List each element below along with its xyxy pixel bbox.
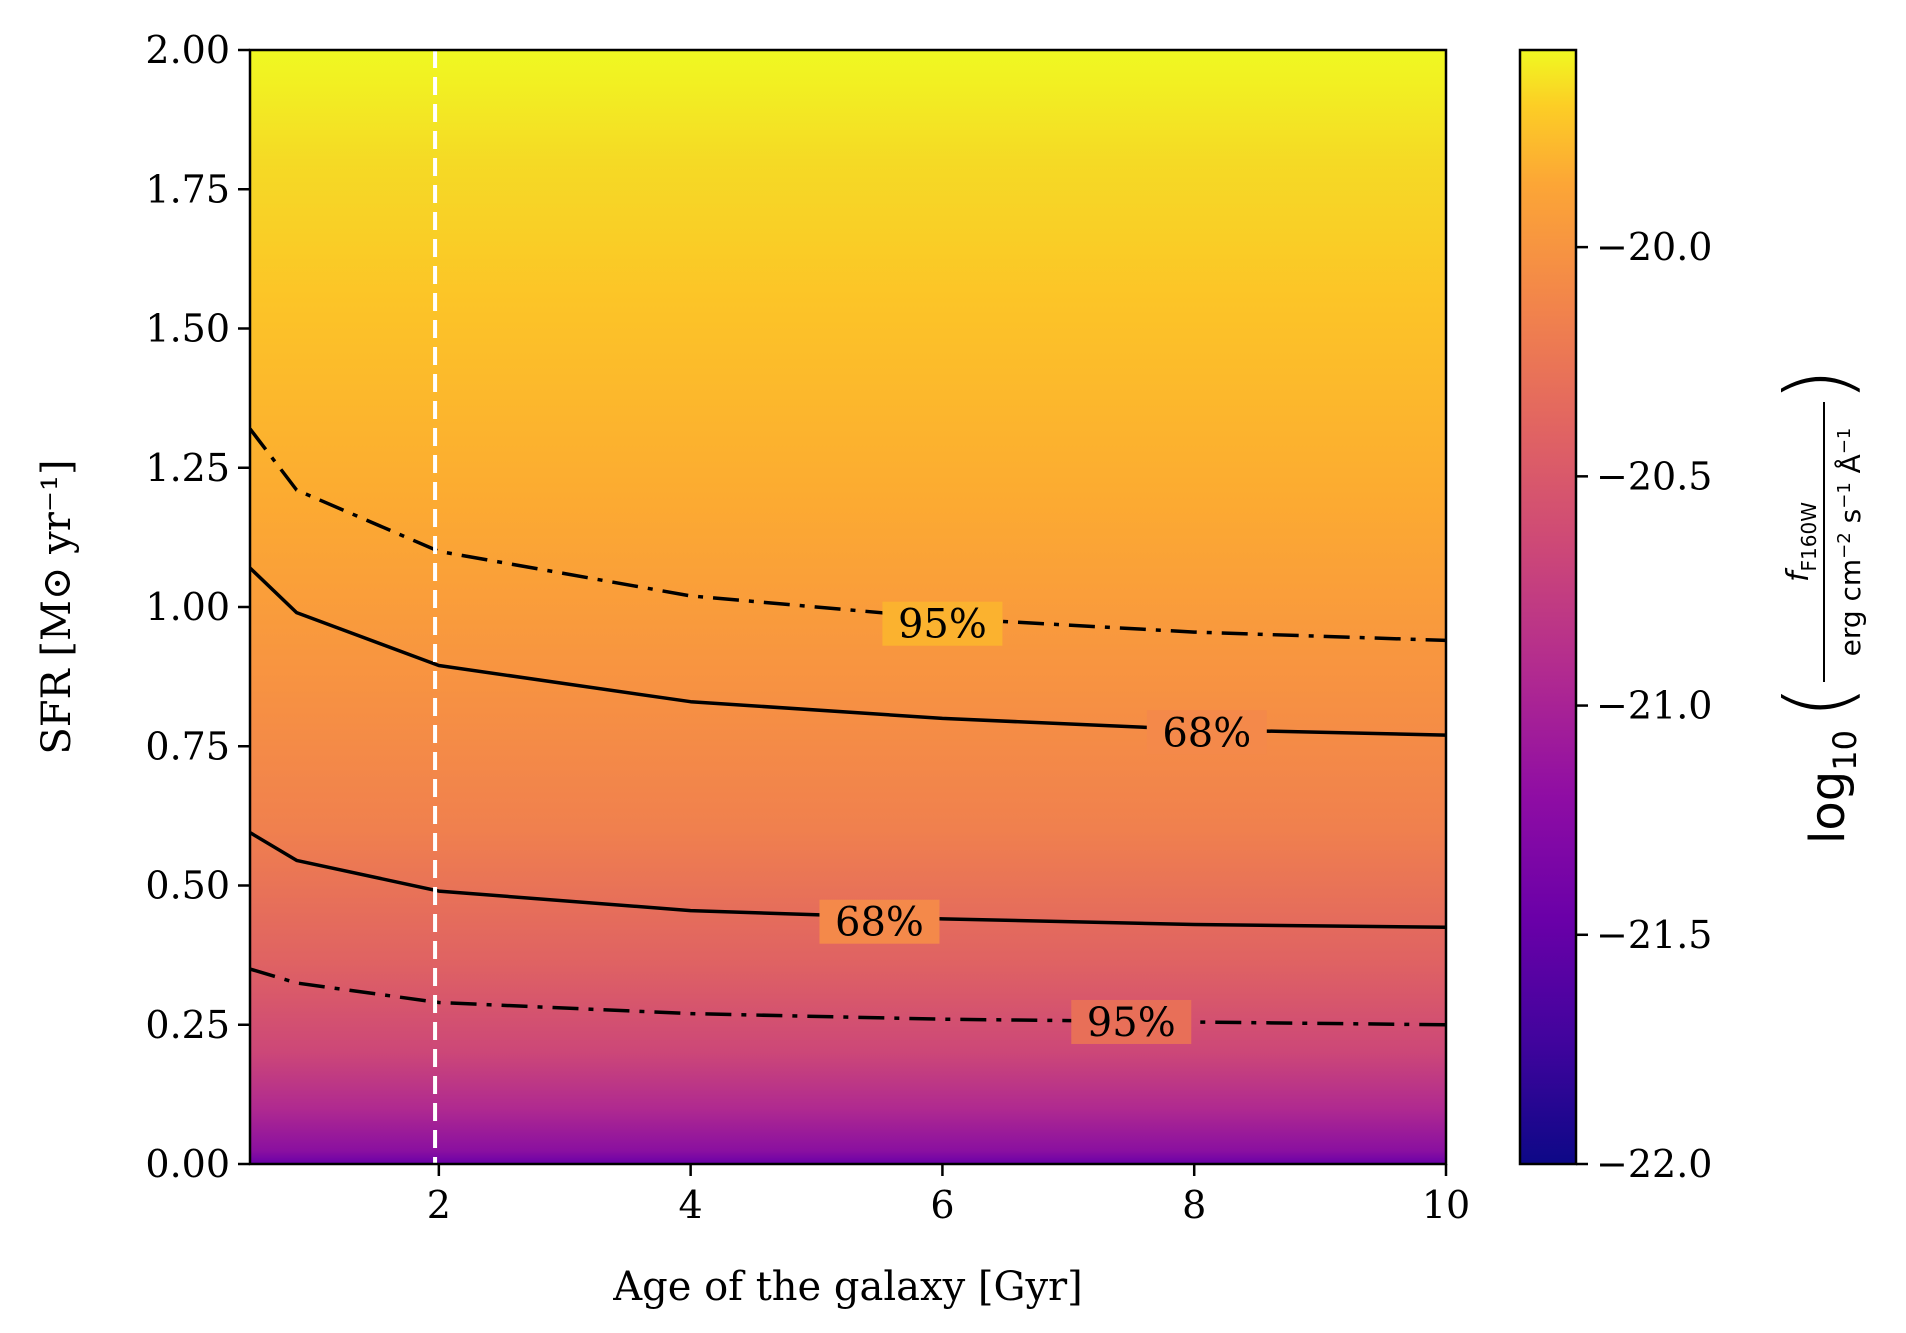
svg-text:): ) [1766,368,1869,402]
colorbar-ticks: −22.0 −21.5 −21.0 −20.5 −20.0 [1576,225,1712,1186]
colorbar-tick-label: −20.5 [1596,454,1712,498]
colorbar-label: log10 ( fF160W erg cm−2 s−1 Å−1 ) [1766,368,1869,844]
contour-label: 95% [898,602,987,648]
contour-label-gap [1146,710,1267,755]
y-tick-label: 2.00 [145,28,230,72]
contour-label-gap [819,899,940,944]
y-tick-label: 0.50 [145,864,230,908]
x-tick-label: 4 [679,1183,703,1227]
contour-line-dashdot [250,967,1446,1027]
colorbar-tick-label: −22.0 [1596,1142,1712,1186]
y-axis-label: SFR [M⊙ yr⁻¹] [34,459,80,754]
y-tick-label: 1.75 [145,167,230,211]
contour-line-solid [250,831,1446,930]
x-axis: 2 4 6 8 10 [427,1164,1470,1227]
svg-text:erg cm−2 s−1 Å−1: erg cm−2 s−1 Å−1 [1833,428,1867,657]
plot-area: 95% 68% 68% 95% [248,48,1448,1166]
y-tick-label: 0.25 [145,1003,230,1047]
contour-label-gap [882,601,1003,646]
contour-label: 68% [1162,710,1251,756]
y-axis: 0.00 0.25 0.50 0.75 1.00 1.25 1.50 1.75 2.00 [145,28,250,1186]
contour-label-gap [1071,999,1192,1044]
contour-label: 68% [835,900,924,946]
x-tick-label: 10 [1422,1183,1470,1227]
heatmap-image [250,50,1446,1164]
x-tick-label: 6 [930,1183,954,1227]
y-tick-label: 1.50 [145,307,230,351]
x-tick-label: 2 [427,1183,451,1227]
contour-labels: 95% 68% 68% 95% [835,602,1251,1046]
svg-text:(: ( [1766,685,1869,719]
contour-line-dashdot [250,427,1446,643]
contour-lines [250,427,1446,1044]
colorbar-tick-label: −21.5 [1596,913,1712,957]
colorbar-gradient [1518,48,1578,1166]
y-tick-label: 1.00 [145,585,230,629]
y-tick-label: 0.75 [145,724,230,768]
contour-label: 95% [1087,1000,1176,1046]
x-tick-label: 8 [1182,1183,1206,1227]
y-tick-label: 0.00 [145,1142,230,1186]
colorbar-tick-label: −20.0 [1596,225,1712,269]
svg-text:fF160W: fF160W [1781,502,1821,582]
colorbar: −22.0 −21.5 −21.0 −20.5 −20.0 log10 ( fF160W… [1518,48,1869,1186]
svg-text:log10: log10 [1800,730,1864,844]
x-axis-label: Age of the galaxy [Gyr] [612,1264,1083,1310]
colorbar-tick-label: −21.0 [1596,684,1712,728]
y-tick-label: 1.25 [145,446,230,490]
